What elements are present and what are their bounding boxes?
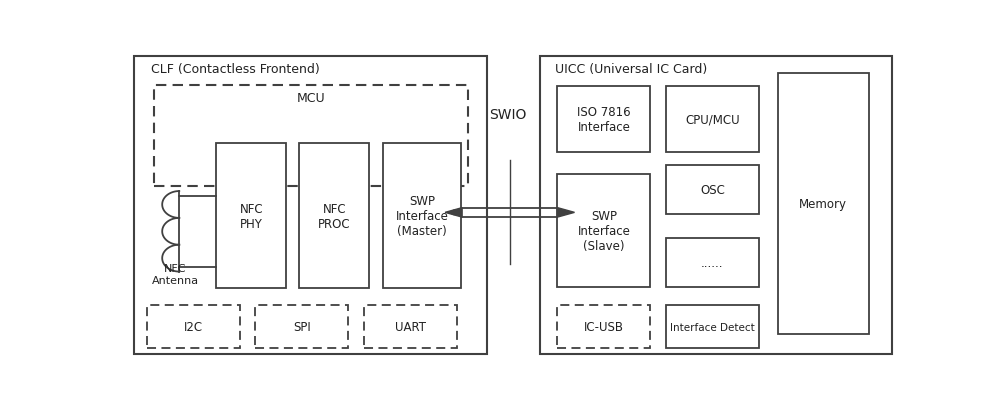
Text: UART: UART [395, 321, 426, 333]
Text: OSC: OSC [700, 184, 725, 196]
Text: SWP
Interface
(Master): SWP Interface (Master) [395, 195, 448, 238]
Bar [540, 57, 892, 355]
Bar [778, 74, 869, 334]
Text: SPI: SPI [293, 321, 311, 333]
Bar [134, 57, 487, 355]
Text: ......: ...... [701, 256, 724, 269]
Bar [666, 166, 759, 214]
Bar [666, 306, 759, 348]
Bar [557, 306, 650, 348]
Text: NFC
Antenna: NFC Antenna [152, 263, 199, 285]
Text: I2C: I2C [184, 321, 203, 333]
Text: UICC (Universal IC Card): UICC (Universal IC Card) [555, 63, 707, 76]
Bar [557, 175, 650, 287]
Bar [666, 238, 759, 287]
Bar [557, 87, 650, 153]
Text: SWIO: SWIO [489, 108, 527, 122]
Polygon shape [557, 208, 574, 218]
Bar [154, 85, 468, 186]
Text: NFC
PHY: NFC PHY [240, 202, 263, 230]
Bar [255, 306, 348, 348]
Bar [364, 306, 457, 348]
Polygon shape [445, 208, 462, 218]
Bar [666, 87, 759, 153]
Bar [383, 144, 461, 288]
Text: Interface Detect: Interface Detect [670, 322, 755, 332]
Bar [216, 144, 286, 288]
Text: Memory: Memory [799, 198, 847, 211]
Bar [147, 306, 240, 348]
Text: SWP
Interface
(Slave): SWP Interface (Slave) [578, 209, 630, 252]
Bar [299, 144, 369, 288]
Text: CPU/MCU: CPU/MCU [685, 113, 740, 126]
Text: MCU: MCU [297, 91, 325, 104]
Text: ISO 7816
Interface: ISO 7816 Interface [577, 106, 631, 134]
Text: CLF (Contactless Frontend): CLF (Contactless Frontend) [151, 63, 319, 76]
Text: IC-USB: IC-USB [584, 321, 624, 333]
Text: NFC
PROC: NFC PROC [318, 202, 351, 230]
